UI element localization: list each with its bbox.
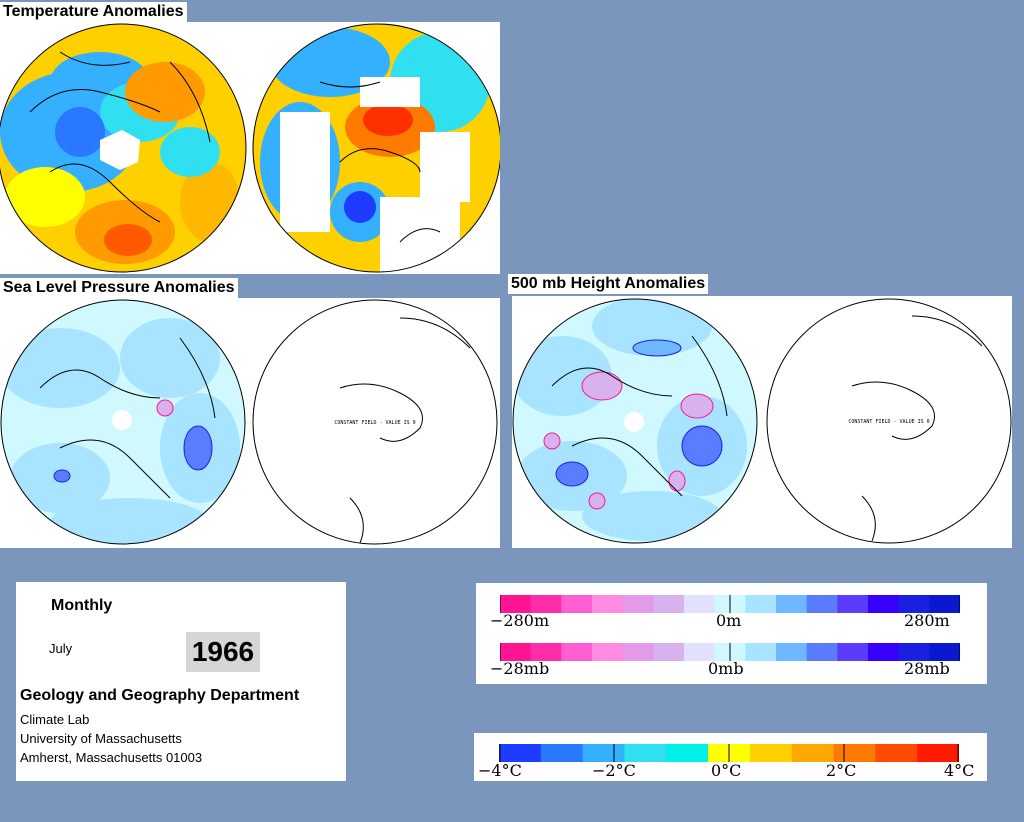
color-swatch: [653, 643, 685, 661]
color-swatch: [666, 744, 709, 762]
color-swatch: [749, 744, 793, 762]
nh-temperature-map: [0, 24, 246, 272]
temp-label-0: −4°C: [478, 761, 522, 780]
color-swatch: [622, 643, 654, 661]
color-swatch: [500, 643, 532, 661]
color-swatch: [622, 595, 654, 613]
lab-label: Climate Lab: [20, 712, 90, 727]
pressure-legend-min: −28mb: [490, 659, 550, 678]
color-swatch: [624, 744, 667, 762]
info-box: Monthly July 1966 Geology and Geography …: [16, 582, 346, 781]
color-swatch: [499, 744, 542, 762]
color-swatch: [530, 643, 562, 661]
color-swatch: [898, 643, 930, 661]
constant-field-label: CONSTANT FIELD - VALUE IS 0: [334, 420, 415, 426]
temp-label-4: 4°C: [944, 761, 975, 780]
year-label: 1966: [186, 632, 260, 672]
sh-slp-map: [252, 299, 498, 545]
color-swatch: [806, 643, 838, 661]
nh-slp-map: [1, 300, 245, 544]
height-legend-min: −280m: [490, 611, 550, 630]
address-label: Amherst, Massachusetts 01003: [20, 750, 203, 765]
color-swatch: [592, 643, 624, 661]
pressure-color-bar: [500, 643, 960, 661]
slp-maps-panel: CONSTANT FIELD - VALUE IS 0: [0, 298, 500, 548]
height-maps-panel: CONSTANT FIELD - VALUE IS 0: [512, 296, 1012, 548]
color-swatch: [500, 595, 532, 613]
color-swatch: [929, 595, 960, 613]
color-swatch: [582, 744, 625, 762]
sh-height-map: [766, 298, 1012, 544]
temp-label-3: 2°C: [826, 761, 857, 780]
slp-anomalies-title: Sea Level Pressure Anomalies: [0, 278, 238, 298]
color-swatch: [833, 744, 876, 762]
color-swatch: [875, 744, 918, 762]
color-swatch: [898, 595, 930, 613]
height-maps: CONSTANT FIELD - VALUE IS 0: [512, 298, 1012, 544]
temp-label-2: 0°C: [711, 761, 742, 780]
color-swatch: [653, 595, 685, 613]
color-swatch: [684, 595, 716, 613]
color-swatch: [806, 595, 838, 613]
temperature-color-bar: [499, 744, 959, 762]
pressure-legend-max: 28mb: [904, 659, 950, 678]
department-label: Geology and Geography Department: [20, 687, 300, 704]
temperature-maps-panel: [0, 22, 500, 274]
temperature-legend-box: −4°C −2°C 0°C 2°C 4°C: [474, 733, 987, 781]
anomaly-legend-box: −280m 0m 280m −28mb 0mb 28mb: [476, 583, 987, 684]
height-legend-center: 0m: [716, 611, 742, 630]
color-swatch: [776, 595, 808, 613]
pressure-legend-center: 0mb: [708, 659, 744, 678]
color-swatch: [745, 643, 777, 661]
slp-maps: CONSTANT FIELD - VALUE IS 0: [0, 299, 498, 545]
color-swatch: [540, 744, 584, 762]
height-legend-max: 280m: [904, 611, 950, 630]
color-swatch: [561, 595, 593, 613]
month-label: July: [49, 641, 73, 656]
color-swatch: [791, 744, 835, 762]
color-swatch: [929, 643, 960, 661]
color-swatch: [561, 643, 593, 661]
color-swatch: [868, 643, 900, 661]
color-swatch: [745, 595, 777, 613]
color-swatch: [917, 744, 959, 762]
constant-field-label: CONSTANT FIELD - VALUE IS 0: [848, 419, 929, 425]
color-swatch: [530, 595, 562, 613]
color-swatch: [684, 643, 716, 661]
color-swatch: [837, 595, 869, 613]
university-label: University of Massachusetts: [20, 731, 182, 746]
height-anomalies-title: 500 mb Height Anomalies: [508, 274, 709, 294]
color-swatch: [868, 595, 900, 613]
period-label: Monthly: [51, 597, 113, 614]
nh-height-map: [513, 299, 757, 543]
temperature-maps: [0, 23, 500, 273]
color-swatch: [776, 643, 808, 661]
color-swatch: [837, 643, 869, 661]
color-swatch: [592, 595, 624, 613]
height-color-bar: [500, 595, 960, 613]
temp-label-1: −2°C: [592, 761, 636, 780]
temperature-anomalies-title: Temperature Anomalies: [0, 2, 187, 22]
